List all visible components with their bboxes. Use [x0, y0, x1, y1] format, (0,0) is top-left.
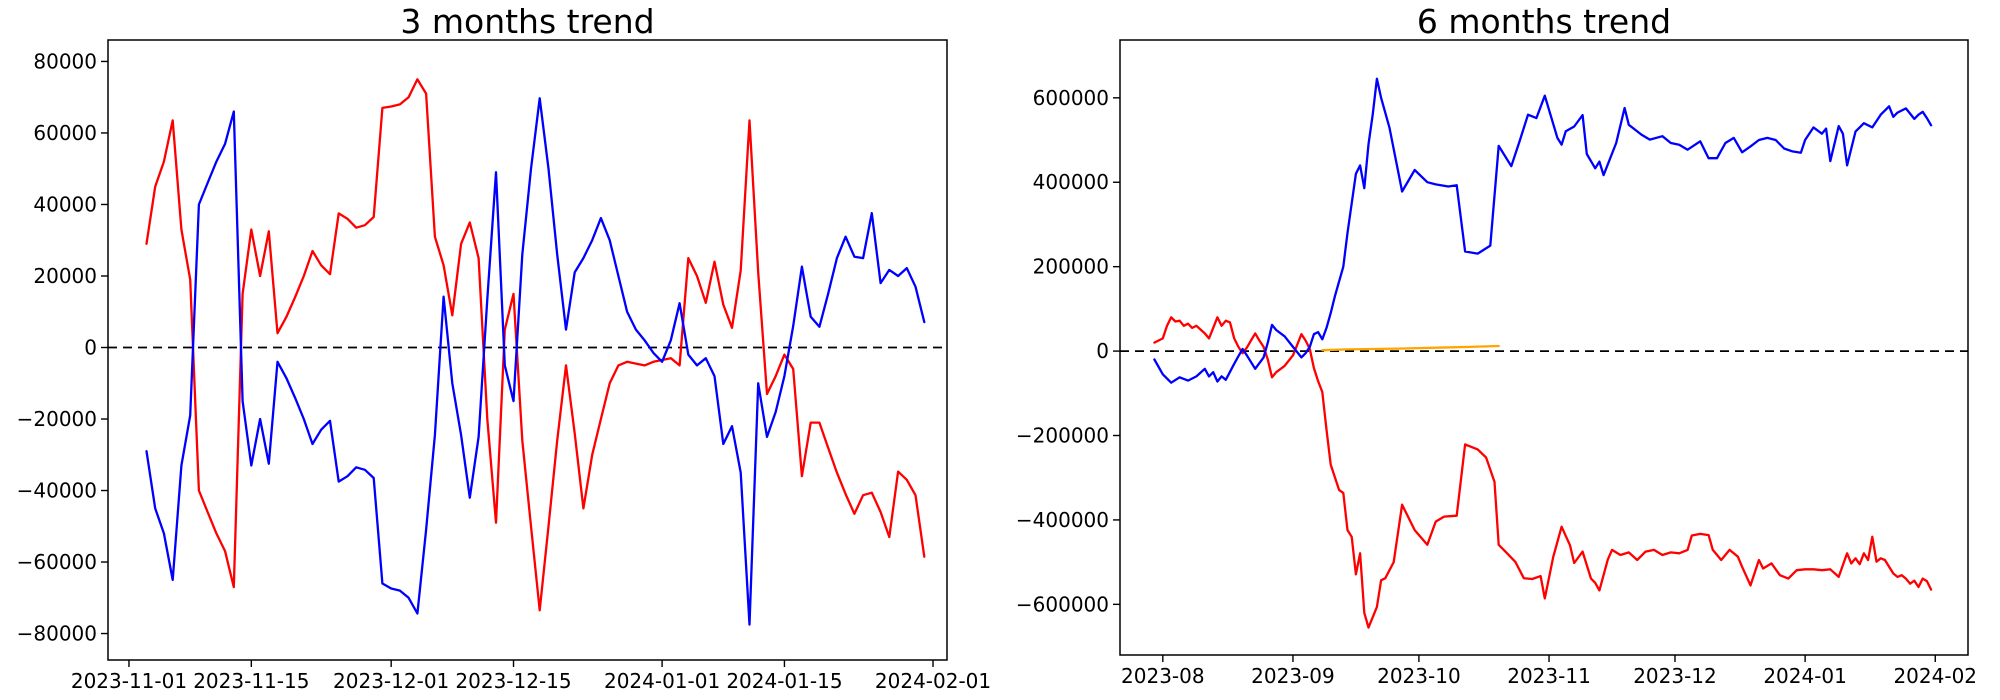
chart-3-months: 2023-11-01 2023-11-15 2023-12-01 2023-12-15… [17, 39, 991, 693]
x-tick-label: 2023-11-15 [193, 669, 309, 693]
y-tick-label: −200000 [1016, 424, 1109, 448]
y-tick-label: 200000 [1033, 255, 1109, 279]
chart-title-3-months: 3 months trend [400, 2, 655, 41]
x-tick-label: 2023-10 [1377, 664, 1461, 688]
y-tick-label: 20000 [33, 264, 97, 288]
x-tick-label: 2024-01-15 [726, 669, 842, 693]
y-tick-label: 80000 [33, 49, 97, 73]
x-tick-label: 2023-12-15 [455, 669, 571, 693]
y-tick-label: 0 [84, 335, 97, 359]
y-tick-label: −80000 [17, 622, 97, 646]
y-tick-label: 600000 [1033, 86, 1109, 110]
series-red-line [145, 78, 926, 612]
y-tick-label: 400000 [1033, 170, 1109, 194]
x-tick-label: 2023-11-01 [71, 669, 187, 693]
y-tick-label: 40000 [33, 192, 97, 216]
x-tick-label: 2024-02-01 [875, 669, 991, 693]
series-blue-line [145, 97, 926, 626]
x-tick-label: 2024-02 [1893, 664, 1977, 688]
x-tick-label: 2023-12-01 [333, 669, 449, 693]
x-tick-label: 2023-11 [1507, 664, 1591, 688]
chart-title-6-months: 6 months trend [1416, 2, 1672, 41]
y-tick-label: −60000 [17, 550, 97, 574]
x-tick-label: 2024-01 [1763, 664, 1847, 688]
series-orange-line [1321, 344, 1500, 352]
y-tick-label: 0 [1096, 339, 1109, 363]
x-tick-label: 2023-12 [1633, 664, 1717, 688]
y-tick-label: −20000 [17, 407, 97, 431]
y-tick-label: −600000 [1016, 592, 1109, 616]
plot-border [1119, 39, 1969, 656]
x-tick-label: 2023-09 [1251, 664, 1335, 688]
plot-border [107, 39, 948, 661]
y-tick-label: 60000 [33, 121, 97, 145]
x-tick-label: 2024-01-01 [604, 669, 720, 693]
y-tick-label: −400000 [1016, 508, 1109, 532]
chart-6-months: 2023-08 2023-09 2023-10 2023-11 2023-12 2024-… [1016, 39, 1977, 688]
x-tick-label: 2023-08 [1121, 664, 1205, 688]
series-red-line [1153, 316, 1933, 629]
series-blue-line [1153, 77, 1933, 384]
y-tick-label: −40000 [17, 479, 97, 503]
